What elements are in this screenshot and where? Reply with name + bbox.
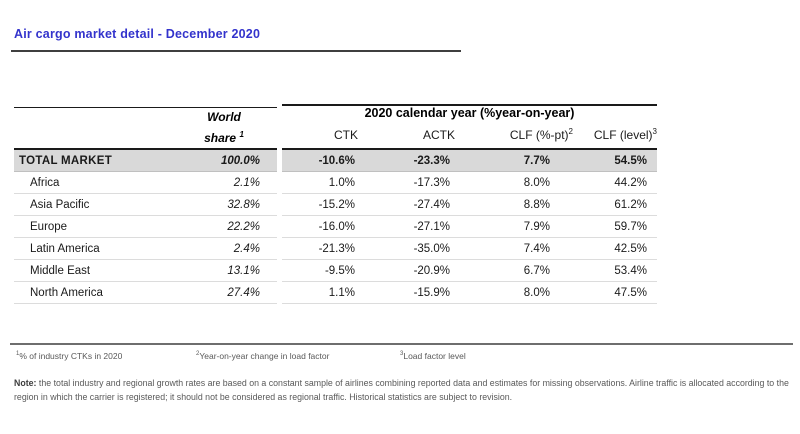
table-row-total-market: TOTAL MARKET 100.0% -10.6% -23.3% 7.7% 5…	[14, 150, 657, 172]
ctk-value: 1.1%	[328, 286, 355, 299]
world-share-value: 22.2%	[227, 220, 260, 233]
world-share-value: 27.4%	[227, 286, 260, 299]
header-rule-left-bottom	[14, 148, 277, 150]
ctk-value: -10.6%	[318, 154, 355, 167]
ctk-value: -9.5%	[324, 264, 355, 277]
methodology-note: Note: the total industry and regional gr…	[14, 377, 790, 404]
ctk-value: -21.3%	[318, 242, 355, 255]
table-row-europe: Europe 22.2% -16.0% -27.1% 7.9% 59.7%	[14, 216, 657, 238]
actk-value: -20.9%	[413, 264, 450, 277]
footnote-3: 3Load factor level	[400, 351, 466, 361]
header-rule-right-top	[282, 104, 657, 106]
page-title: Air cargo market detail - December 2020	[14, 27, 261, 41]
clf-pt-value: 8.0%	[523, 286, 550, 299]
ctk-value: 1.0%	[328, 176, 355, 189]
world-share-value: 2.1%	[233, 176, 260, 189]
row-label: North America	[30, 286, 103, 299]
clf-pt-value: 8.0%	[523, 176, 550, 189]
table-row-asia-pacific: Asia Pacific 32.8% -15.2% -27.4% 8.8% 61…	[14, 194, 657, 216]
calendar-year-group-header: 2020 calendar year (%year-on-year)	[364, 106, 575, 120]
row-label: Latin America	[30, 242, 100, 255]
world-share-value: 32.8%	[227, 198, 260, 211]
world-share-value: 2.4%	[233, 242, 260, 255]
clf-pt-value: 8.8%	[523, 198, 550, 211]
footnote-2: 2Year-on-year change in load factor	[196, 351, 330, 361]
world-share-value: 13.1%	[227, 264, 260, 277]
world-share-header: World share 1	[168, 109, 280, 147]
clf-level-value: 53.4%	[614, 264, 647, 277]
row-label: Middle East	[30, 264, 91, 277]
table-row-latin-america: Latin America 2.4% -21.3% -35.0% 7.4% 42…	[14, 238, 657, 260]
row-label: Europe	[30, 220, 68, 233]
clf-level-value: 59.7%	[614, 220, 647, 233]
world-share-value: 100.0%	[220, 154, 260, 167]
clf-level-value: 42.5%	[614, 242, 647, 255]
clf-pt-value: 6.7%	[523, 264, 550, 277]
ctk-value: -15.2%	[318, 198, 355, 211]
footnote-1: 1% of industry CTKs in 2020	[16, 351, 123, 361]
table-row-africa: Africa 2.1% 1.0% -17.3% 8.0% 44.2%	[14, 172, 657, 194]
clf-level-value: 47.5%	[614, 286, 647, 299]
clf-level-value: 54.5%	[614, 154, 647, 167]
actk-value: -23.3%	[413, 154, 450, 167]
column-header-clf-pt: CLF (%-pt)2	[509, 127, 573, 142]
ctk-value: -16.0%	[318, 220, 355, 233]
table-row-north-america: North America 27.4% 1.1% -15.9% 8.0% 47.…	[14, 282, 657, 304]
column-header-ctk: CTK	[334, 128, 358, 142]
column-headers-row: CTK ACTK CLF (%-pt)2 CLF (level)3	[282, 127, 657, 142]
column-header-actk: ACTK	[422, 128, 455, 142]
actk-value: -35.0%	[413, 242, 450, 255]
column-header-clf-level: CLF (level)3	[593, 127, 657, 142]
actk-value: -27.4%	[413, 198, 450, 211]
note-text: the total industry and regional growth r…	[14, 378, 789, 402]
header-rule-left-top	[14, 107, 277, 108]
table-body: TOTAL MARKET 100.0% -10.6% -23.3% 7.7% 5…	[14, 150, 657, 304]
note-label: Note:	[14, 378, 37, 388]
actk-value: -27.1%	[413, 220, 450, 233]
row-label: TOTAL MARKET	[19, 154, 113, 167]
row-label: Africa	[30, 176, 60, 189]
clf-pt-value: 7.7%	[523, 154, 550, 167]
title-underline	[11, 50, 461, 52]
world-share-header-line2: share 1	[204, 130, 244, 145]
clf-pt-value: 7.9%	[523, 220, 550, 233]
footer-rule	[10, 343, 793, 345]
world-share-header-line1: World	[207, 110, 241, 124]
clf-pt-value: 7.4%	[523, 242, 550, 255]
row-label: Asia Pacific	[30, 198, 90, 211]
clf-level-value: 44.2%	[614, 176, 647, 189]
actk-value: -15.9%	[413, 286, 450, 299]
actk-value: -17.3%	[413, 176, 450, 189]
header-rule-right-bottom	[282, 148, 657, 150]
table-row-middle-east: Middle East 13.1% -9.5% -20.9% 6.7% 53.4…	[14, 260, 657, 282]
clf-level-value: 61.2%	[614, 198, 647, 211]
